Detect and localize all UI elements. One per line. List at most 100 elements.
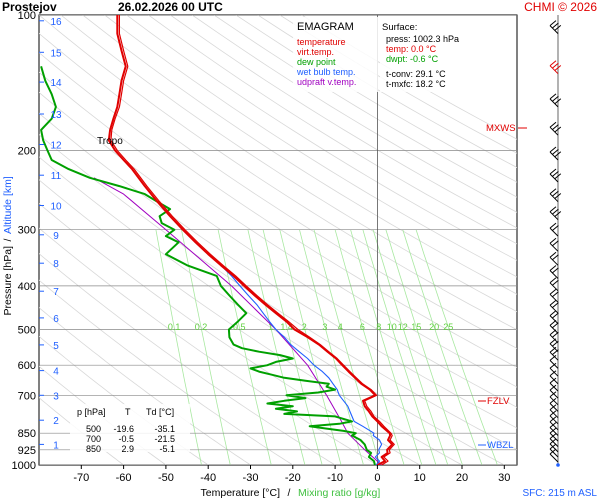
- wind-barb-staff: [549, 409, 559, 419]
- wind-barb-feather: [552, 190, 559, 197]
- wind-barb-icon: [549, 288, 559, 303]
- x-tick-label: -30: [243, 472, 259, 484]
- wind-barb-feather: [552, 340, 559, 347]
- wind-barb-feather: [552, 95, 559, 102]
- wind-barb-staff: [549, 443, 559, 453]
- wind-barb-feather: [549, 121, 557, 128]
- virtual-temperature-line: [110, 15, 395, 465]
- wind-barb-feather: [552, 240, 559, 247]
- wind-barb-icon: [549, 422, 559, 436]
- mixing-ratio-label: 2: [302, 322, 307, 332]
- wind-barb-feather: [549, 427, 557, 434]
- wind-barb-feather: [549, 237, 557, 244]
- wind-surface-dot: [556, 463, 560, 467]
- wind-barb-feather: [549, 398, 557, 404]
- dry-adiabat: [39, 32, 517, 349]
- wind-barb-staff: [549, 25, 559, 34]
- x-axis-title-separator: /: [288, 487, 291, 499]
- mixing-ratio-label: 6: [360, 322, 365, 332]
- wind-barb-staff: [549, 193, 559, 203]
- mixing-ratio-line: [313, 229, 381, 465]
- wind-barb-feather: [549, 443, 557, 450]
- mixing-ratio-line: [262, 229, 323, 465]
- wind-barb-staff: [549, 432, 559, 442]
- wind-barb-icon: [549, 410, 559, 425]
- wind-barb-feather: [552, 208, 559, 215]
- wind-barb-feather: [549, 168, 557, 175]
- pressure-tick-label: 925: [18, 445, 36, 457]
- wind-barb-feather: [554, 25, 562, 31]
- wind-barb-feather: [549, 277, 557, 284]
- wind-barb-feather: [549, 329, 557, 336]
- wind-barb-feather: [549, 146, 557, 153]
- altitude-tick-label: 9: [53, 231, 59, 242]
- wind-barb-feather: [549, 93, 557, 100]
- wind-barb-feather: [552, 279, 559, 286]
- wind-barb-feather: [552, 149, 559, 155]
- x-tick-label: -50: [158, 472, 174, 484]
- pressure-tick-label: 700: [18, 390, 36, 402]
- wind-barb-staff: [549, 65, 559, 75]
- legend-wet-bulb: wet bulb temp.: [296, 67, 356, 77]
- wet-bulb-line: [182, 229, 383, 465]
- wind-barb-staff: [549, 325, 559, 334]
- pressure-tick-label: 600: [18, 360, 36, 372]
- y-axis-title-pressure: Pressure [hPa]: [2, 246, 14, 316]
- wind-barb-icon: [549, 222, 559, 237]
- table-header-t: T: [125, 407, 131, 417]
- surface-tconv: t-conv: 29.1 °C: [386, 69, 446, 79]
- wind-barb-feather: [549, 288, 557, 295]
- mixing-ratio-line: [385, 229, 463, 465]
- table-header-td: Td [°C]: [146, 407, 174, 417]
- wind-barb-icon: [549, 20, 562, 34]
- wind-barb-feather: [549, 384, 557, 391]
- mixing-ratio-label: 1.4: [280, 322, 293, 332]
- mixing-ratio-label: 10: [387, 322, 397, 332]
- dry-adiabat: [170, 15, 517, 229]
- wind-barb-staff: [549, 211, 559, 221]
- wind-barb-feather: [554, 65, 562, 71]
- pressure-tick-label: 100: [18, 10, 36, 22]
- mixing-ratio-line: [402, 229, 483, 465]
- altitude-tick-label: 10: [50, 202, 62, 213]
- mixing-ratio-line: [362, 229, 437, 465]
- x-tick-label: -60: [116, 472, 132, 484]
- dry-adiabat: [60, 15, 517, 313]
- wind-barb-icon: [549, 237, 559, 252]
- temperature-line: [107, 15, 394, 465]
- wind-barb-staff: [549, 98, 559, 108]
- x-tick-label: 30: [498, 472, 510, 484]
- wind-barb-staff: [549, 173, 559, 183]
- wind-barb-feather: [554, 151, 562, 158]
- dry-adiabat: [148, 15, 517, 245]
- wind-barb-feather: [549, 265, 557, 271]
- mixing-ratio-label: 3: [322, 322, 327, 332]
- wind-barb-icon: [549, 310, 559, 324]
- wind-barb-feather: [549, 410, 557, 417]
- mixing-ratio-label: 20: [429, 322, 439, 332]
- dry-adiabat: [82, 15, 517, 295]
- wind-barb-icon: [549, 146, 562, 161]
- mixing-ratio-line: [415, 229, 498, 465]
- table-row-700-td: -21.5: [154, 434, 175, 444]
- x-tick-label: 10: [414, 472, 426, 484]
- wind-barb-feather: [549, 251, 557, 258]
- pressure-tick-label: 400: [18, 281, 36, 293]
- x-tick-label: -20: [285, 472, 301, 484]
- altitude-tick-label: 7: [53, 287, 59, 298]
- dry-adiabat: [39, 307, 251, 465]
- sounding-datetime: 26.02.2026 00 UTC: [118, 0, 223, 14]
- wind-barb-icon: [549, 448, 559, 463]
- wind-barb-feather: [549, 355, 557, 361]
- wind-barb-feather: [552, 62, 559, 69]
- wind-barb-icon: [549, 443, 559, 458]
- wind-barb-feather: [554, 211, 562, 217]
- table-row-500-p: 500: [86, 424, 101, 434]
- wind-barb-icon: [549, 433, 559, 447]
- wind-barb-icon: [549, 93, 562, 108]
- y-axis-title-altitude: Altitude [km]: [2, 176, 14, 234]
- wind-barb-feather: [549, 377, 557, 384]
- wind-barb-feather: [549, 310, 557, 316]
- wind-barb-staff: [549, 315, 559, 324]
